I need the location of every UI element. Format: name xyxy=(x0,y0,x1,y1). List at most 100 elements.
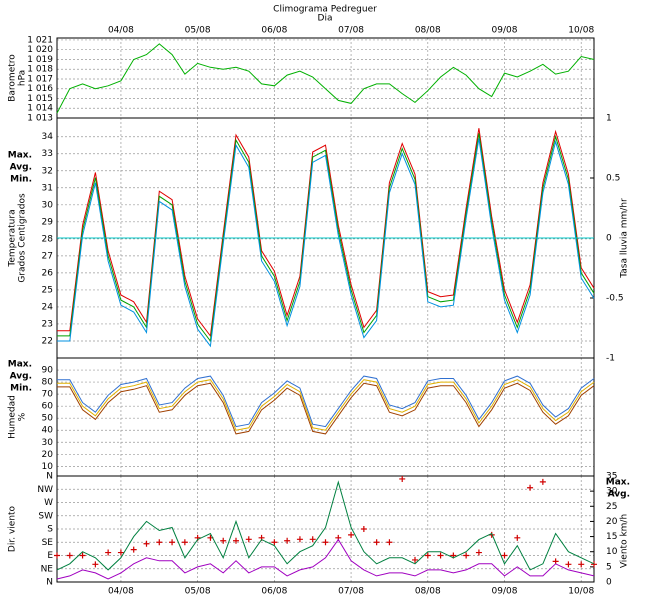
series-line xyxy=(57,138,595,348)
y-tick-label: 29 xyxy=(42,217,54,227)
y-axis-label: Humedad xyxy=(8,395,18,439)
y-tick-label: NE xyxy=(41,564,54,574)
y-tick-label: 50 xyxy=(42,414,54,424)
y2-tick-label: 15 xyxy=(606,532,617,542)
y-tick-label: 1 018 xyxy=(27,65,53,75)
y-tick-label: 33 xyxy=(42,149,53,159)
y-axis-label: Barometro xyxy=(8,54,18,102)
wind-direction-marker xyxy=(386,539,393,546)
y-axis-label: Temperatura xyxy=(8,209,18,267)
y-tick-label: 28 xyxy=(42,234,54,244)
y-tick-label: 31 xyxy=(42,183,53,193)
y-tick-label: 25 xyxy=(42,285,53,295)
wind-direction-marker xyxy=(591,561,597,568)
legend-entry: Avg. xyxy=(10,163,32,173)
y-tick-label: 32 xyxy=(42,166,53,176)
y-tick-label: 22 xyxy=(42,336,53,346)
y-tick-label: 23 xyxy=(42,319,53,329)
wind-direction-marker xyxy=(527,484,534,491)
wind-direction-marker xyxy=(66,552,73,559)
y-tick-label: N xyxy=(46,472,53,482)
legend-entry: Min. xyxy=(10,384,32,394)
x-tick-label: 06/08 xyxy=(261,26,287,36)
wind-direction-marker xyxy=(578,561,585,568)
wind-direction-marker xyxy=(348,531,355,538)
x-tick-label: 05/08 xyxy=(185,26,211,36)
y2-tick-label: -1 xyxy=(606,354,615,364)
wind-direction-marker xyxy=(105,549,112,556)
wind-direction-marker xyxy=(271,539,278,546)
y2-tick-label: 30 xyxy=(606,487,618,497)
y2-tick-label: 20 xyxy=(606,517,618,527)
y2-tick-label: 0 xyxy=(606,578,612,588)
y-tick-label: 27 xyxy=(42,251,53,261)
y2-axis-label: Viento km/h xyxy=(620,514,630,568)
y-axis-label: Grados Centigrados xyxy=(18,193,28,283)
chart-subtitle: Dia xyxy=(318,14,333,24)
series-line xyxy=(57,133,595,343)
wind-direction-marker xyxy=(117,549,124,556)
wind-direction-marker xyxy=(54,552,60,559)
y-tick-label: 10 xyxy=(42,462,54,472)
y-tick-label: 1 013 xyxy=(27,114,53,124)
wind-direction-marker xyxy=(437,552,444,559)
legend-entry: Max. xyxy=(8,151,32,161)
wind-direction-marker xyxy=(424,552,431,559)
y-tick-label: 1 014 xyxy=(27,104,53,114)
x-tick-label: 10/08 xyxy=(568,26,594,36)
y-tick-label: 1 017 xyxy=(27,74,53,84)
y-tick-label: 40 xyxy=(42,426,54,436)
legend-entry: Avg. xyxy=(10,372,32,382)
wind-direction-marker xyxy=(539,478,546,485)
x-tick-label: 04/08 xyxy=(108,26,134,36)
y-tick-label: NW xyxy=(37,485,53,495)
y2-tick-label: -0.5 xyxy=(606,294,624,304)
x-tick-label: 07/08 xyxy=(338,587,364,597)
series-line xyxy=(57,375,595,428)
wind-direction-marker xyxy=(514,534,521,541)
wind-direction-marker xyxy=(309,536,316,543)
y-tick-label: N xyxy=(46,578,53,588)
series-line xyxy=(57,382,595,435)
legend-entry: Min. xyxy=(10,175,32,185)
wind-direction-marker xyxy=(92,561,99,568)
y-tick-label: 34 xyxy=(42,132,54,142)
y2-tick-label: 0 xyxy=(606,234,612,244)
x-tick-label: 09/08 xyxy=(492,587,518,597)
panel-frame xyxy=(56,357,595,477)
wind-direction-marker xyxy=(501,552,508,559)
series-line xyxy=(57,128,595,338)
wind-direction-marker xyxy=(475,549,482,556)
x-tick-label: 10/08 xyxy=(568,587,594,597)
y-tick-label: 24 xyxy=(42,302,54,312)
y-tick-label: 30 xyxy=(42,200,54,210)
y-tick-label: 20 xyxy=(42,450,54,460)
y-tick-label: 1 015 xyxy=(27,94,53,104)
wind-direction-marker xyxy=(220,537,227,544)
y-tick-label: 26 xyxy=(42,268,54,278)
y-tick-label: SE xyxy=(42,538,54,548)
y-tick-label: S xyxy=(47,525,53,535)
y2-axis-label: Tasa lluvia mm/hr xyxy=(620,198,630,279)
x-tick-label: 05/08 xyxy=(185,587,211,597)
wind-direction-marker xyxy=(233,537,239,544)
wind-direction-marker xyxy=(399,475,406,482)
wind-direction-marker xyxy=(169,539,176,546)
y2-tick-label: 35 xyxy=(606,472,617,482)
y-axis-label: Dir. viento xyxy=(8,505,18,552)
legend-entry: Avg. xyxy=(608,490,630,500)
y2-tick-label: 1 xyxy=(606,114,612,124)
wind-direction-marker xyxy=(565,561,572,568)
y-tick-label: W xyxy=(44,498,53,508)
wind-direction-marker xyxy=(130,546,137,553)
y-tick-label: E xyxy=(47,551,53,561)
wind-direction-marker xyxy=(284,537,291,544)
series-line xyxy=(56,480,595,571)
y-tick-label: 80 xyxy=(42,378,54,388)
wind-direction-marker xyxy=(463,552,470,559)
y2-tick-label: 5 xyxy=(606,562,612,572)
y-tick-label: 1 019 xyxy=(27,55,53,65)
x-tick-label: 09/08 xyxy=(492,26,518,36)
y-tick-label: 70 xyxy=(42,390,54,400)
x-tick-label: 07/08 xyxy=(338,26,364,36)
